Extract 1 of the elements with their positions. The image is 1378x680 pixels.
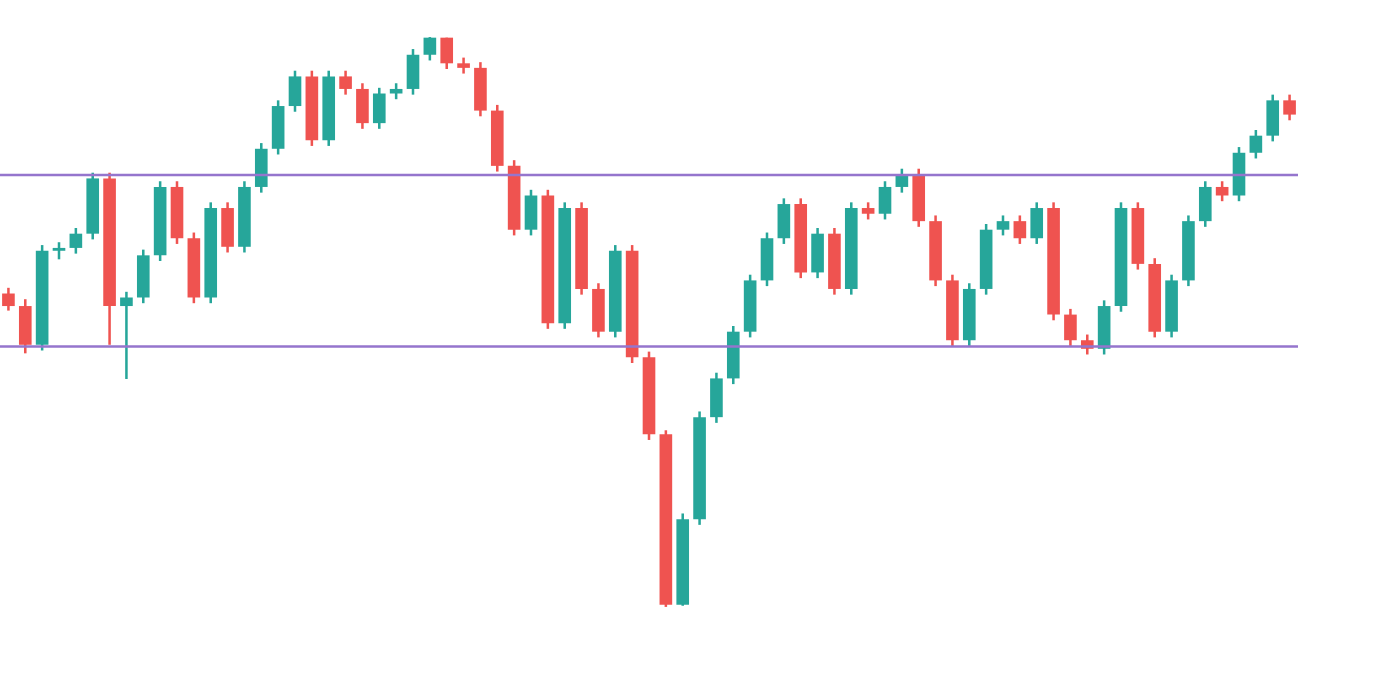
- candlestick: [120, 291, 133, 379]
